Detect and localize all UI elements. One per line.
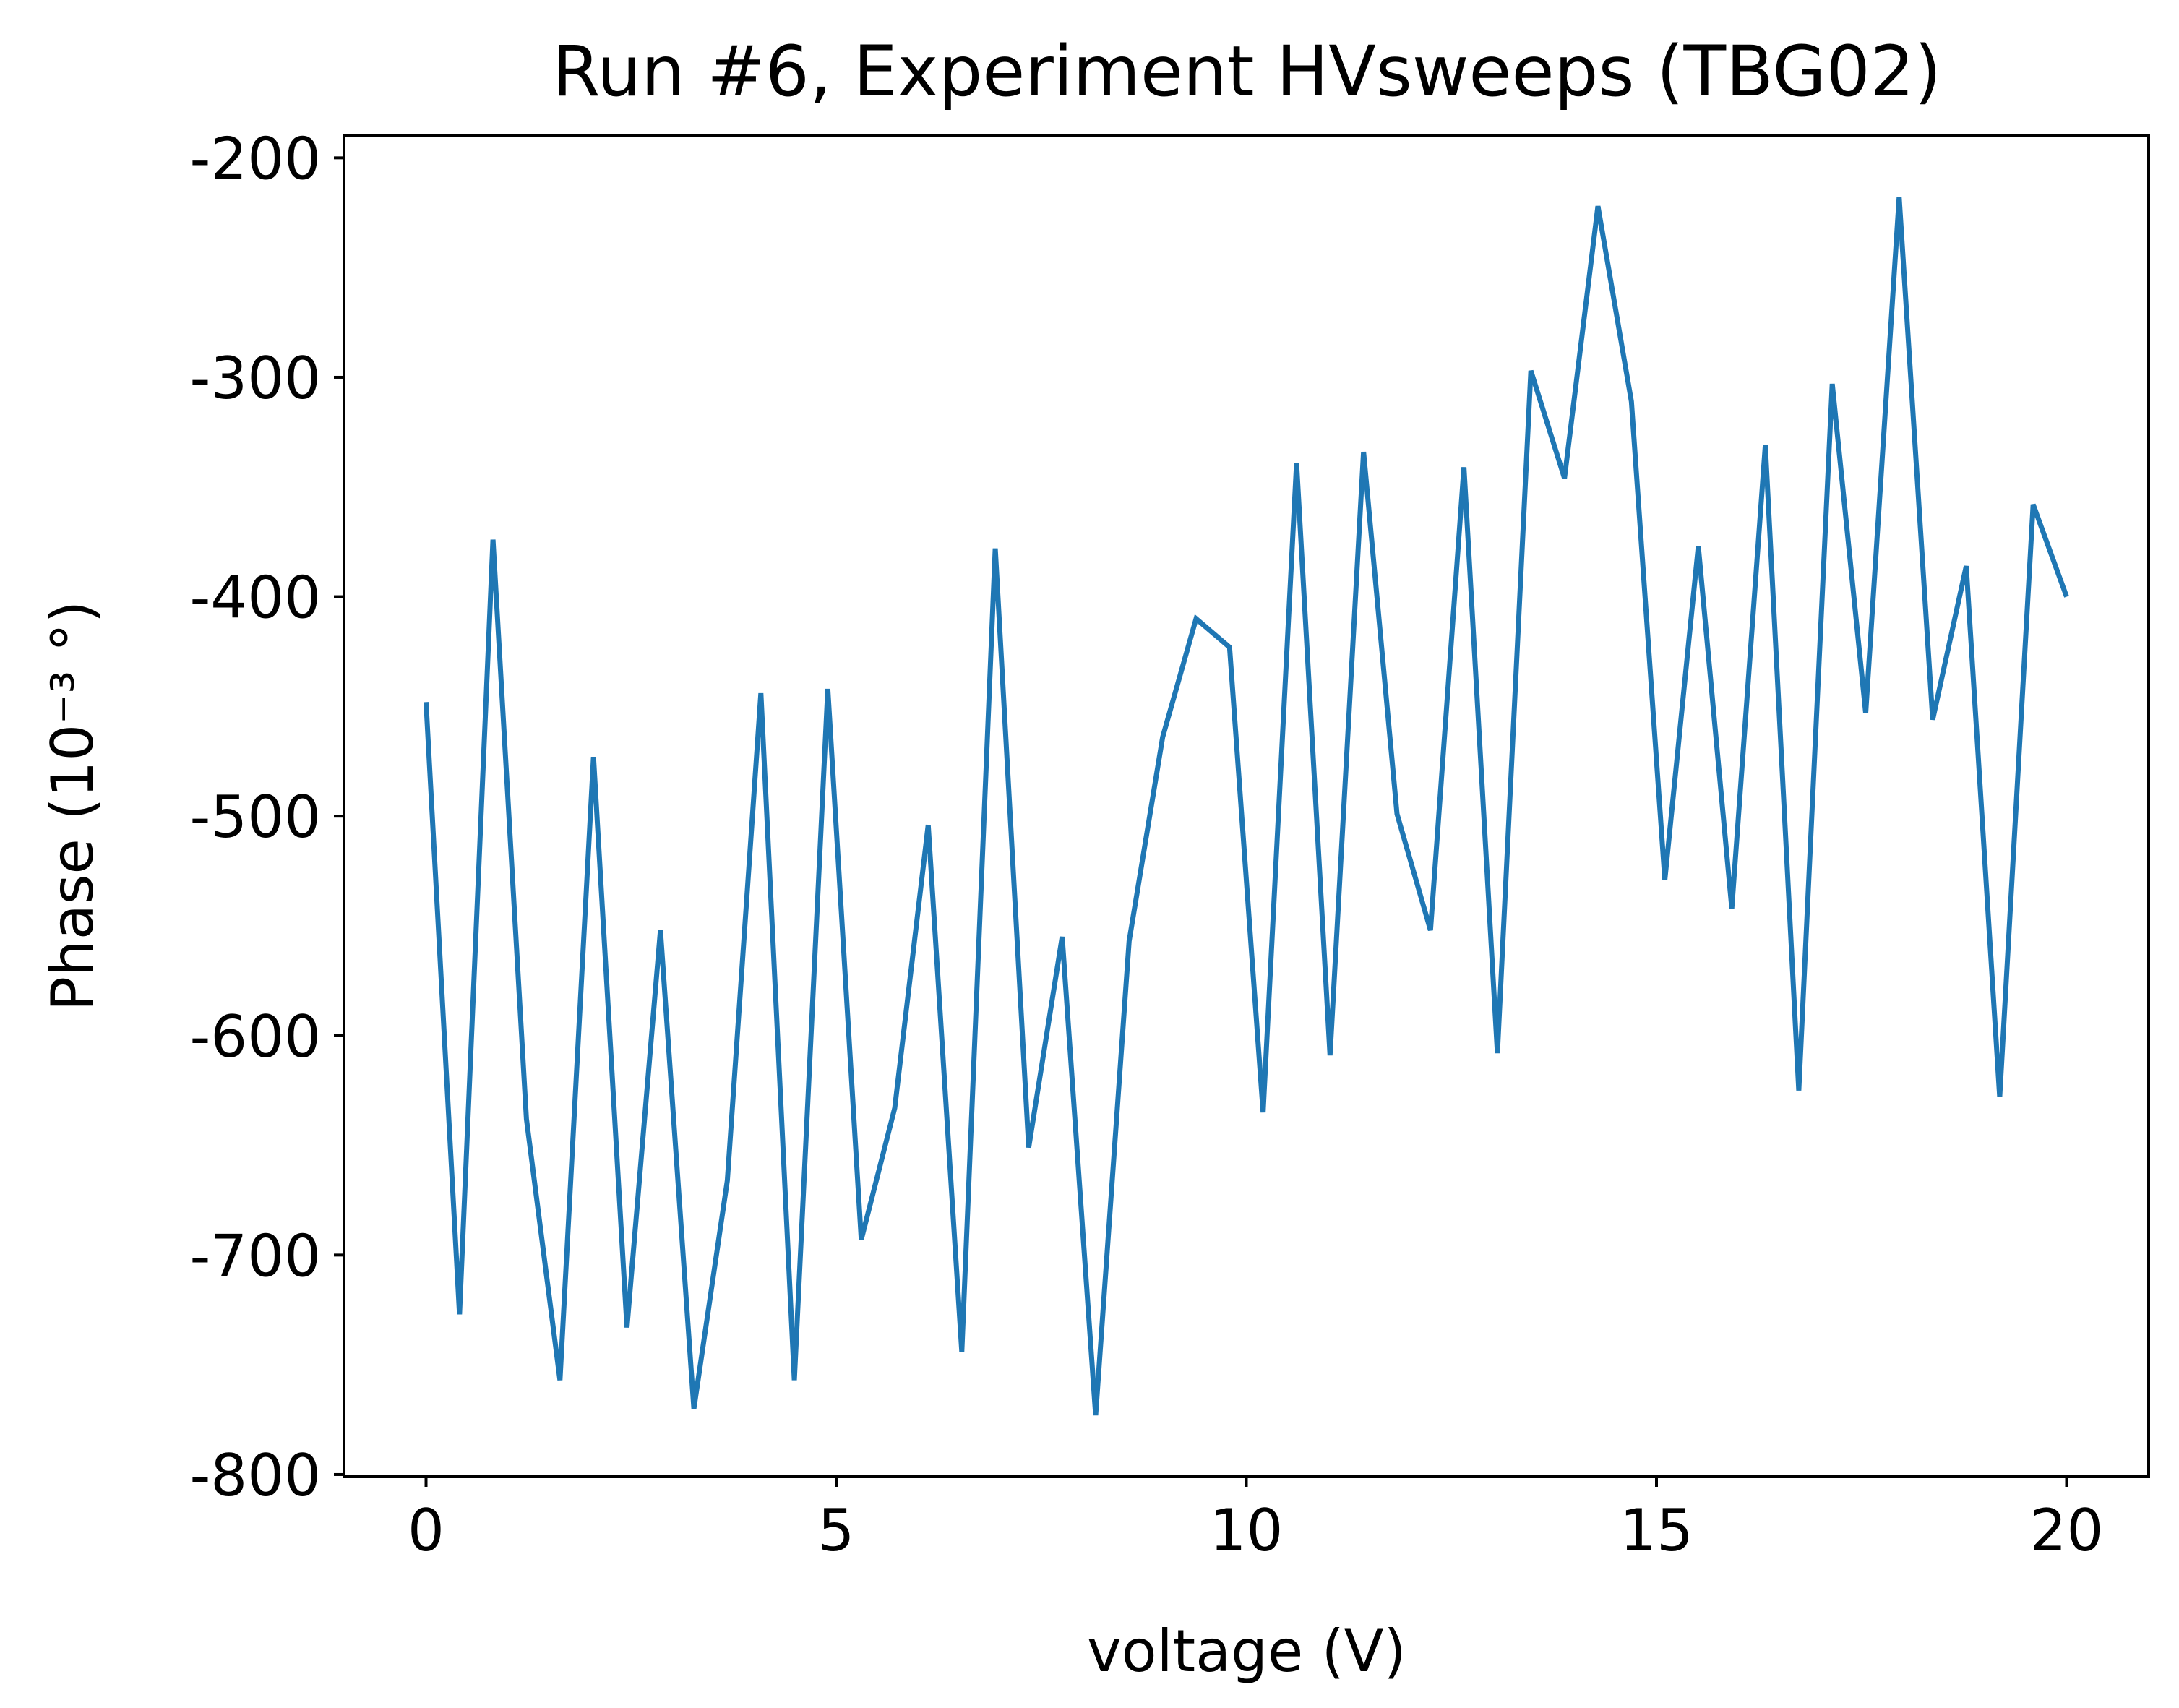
y-axis-label: Phase (10⁻³ °) (39, 601, 106, 1011)
x-tick-label: 5 (818, 1497, 855, 1564)
y-tick-label: -300 (189, 345, 321, 412)
series-line-0 (424, 197, 2069, 1416)
x-tick-label: 10 (1210, 1497, 1284, 1564)
x-tick-label: 15 (1620, 1497, 1693, 1564)
y-tick-label: -800 (189, 1442, 321, 1509)
y-tick-label: -500 (189, 784, 321, 851)
y-tick-label: -600 (189, 1003, 321, 1070)
x-axis-label: voltage (V) (1087, 1618, 1406, 1685)
y-tick-label: -200 (189, 125, 321, 192)
y-tick-label: -400 (189, 565, 321, 632)
chart-title: Run #6, Experiment HVsweeps (TBG02) (552, 31, 1942, 112)
y-tick-label: -700 (189, 1222, 321, 1289)
x-tick-label: 0 (408, 1497, 444, 1564)
x-tick-label: 20 (2030, 1497, 2104, 1564)
x-axis: 0 5 10 15 20 (408, 1477, 2103, 1564)
series-line-layer (424, 197, 2069, 1416)
y-axis: -800 -700 -600 -500 -400 -300 -200 (189, 125, 344, 1509)
